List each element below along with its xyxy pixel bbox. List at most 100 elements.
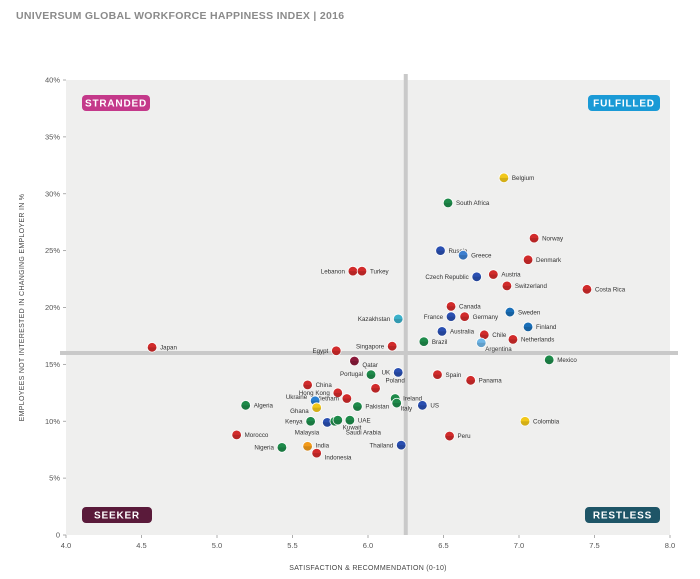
quadrant-dividers	[60, 74, 678, 535]
marker-panama	[465, 375, 476, 386]
data-points: Belgium South Africa Norway Russia Greece Den…	[146, 172, 626, 461]
marker-shade-morocco	[232, 434, 242, 440]
point-label-brazil: Brazil	[432, 339, 447, 346]
quadrant-label-restless: RESTLESS	[593, 511, 652, 522]
point-label-chile: Chile	[492, 332, 507, 339]
marker-shade-uae	[345, 420, 355, 425]
point-label-turkey: Turkey	[370, 268, 390, 275]
y-tick-label: 15%	[45, 360, 60, 369]
marker-shade-norway	[529, 238, 539, 243]
marker-kenya	[305, 416, 316, 427]
point-label-russia: Russia	[448, 248, 467, 255]
marker-shade-thailand	[396, 445, 406, 450]
point-colombia: Colombia	[519, 416, 560, 427]
point-label-qatar: Qatar	[362, 362, 377, 369]
marker-argentina	[476, 337, 487, 348]
point-canada: Canada	[445, 301, 481, 312]
y-tick-label: 20%	[45, 303, 60, 312]
point-italy: Italy	[391, 397, 413, 412]
marker-austria	[488, 269, 499, 280]
point-sweden: Sweden	[504, 306, 541, 318]
marker-shade-singapore	[387, 346, 397, 351]
point-label-ukraine: Ukraine	[286, 394, 308, 401]
point-peru: Peru	[444, 430, 471, 442]
marker-ghana	[311, 402, 322, 413]
marker-shade-finland	[523, 326, 533, 332]
point-label-australia: Australia	[450, 329, 475, 336]
point-netherlands: Netherlands	[507, 334, 554, 345]
marker-shade-uk	[393, 372, 403, 377]
marker-uk	[393, 367, 404, 378]
marker-shade-austria	[488, 274, 498, 280]
point-label-italy: Italy	[401, 405, 413, 412]
marker-shade-argentina	[476, 342, 486, 348]
marker-shade-china	[303, 384, 313, 390]
y-tick-label: 5%	[49, 474, 60, 483]
point-spain: Spain	[432, 369, 462, 380]
marker-uae	[344, 414, 356, 426]
x-tick-label: 7.0	[514, 541, 524, 550]
quadrant-badge-fulfilled	[588, 95, 660, 111]
point-qatar: Qatar	[349, 355, 378, 369]
point-label-belgium: Belgium	[512, 175, 534, 182]
quadrant-fulfilled: FULFILLED	[588, 95, 660, 111]
point-label-pakistan: Pakistan	[365, 404, 389, 411]
point-label-costa-rica: Costa Rica	[595, 287, 626, 294]
point-turkey: Turkey	[356, 265, 390, 277]
marker-netherlands	[507, 334, 519, 345]
point-label-france: France	[424, 314, 444, 321]
marker-shade-egypt	[331, 350, 341, 356]
point-label-china: China	[316, 382, 333, 389]
x-tick-label: 8.0	[665, 541, 675, 550]
marker-shade-pakistan	[352, 406, 363, 412]
quadrant-badge-restless	[585, 507, 660, 523]
marker-hong-kong	[332, 387, 344, 399]
marker-shade-kazakhstan	[393, 318, 403, 324]
marker-finland	[522, 321, 534, 333]
marker-france	[445, 311, 457, 322]
point-nigeria: Nigeria	[254, 442, 288, 453]
marker-shade-portugal	[366, 374, 376, 380]
point-label-panama: Panama	[479, 378, 503, 385]
point-label-lebanon: Lebanon	[321, 268, 346, 275]
marker-morocco	[231, 429, 242, 441]
point-hong-kong: Hong Kong	[299, 387, 344, 399]
marker-shade-ghana	[312, 407, 322, 413]
point-panama: Panama	[465, 375, 503, 386]
point-label-ireland: Ireland	[403, 396, 422, 403]
point-denmark: Denmark	[522, 254, 562, 265]
point-label-spain: Spain	[445, 372, 461, 379]
marker-nigeria	[276, 442, 288, 453]
marker-shade-greece	[458, 255, 468, 260]
point-label-saudi-arabia: Saudi Arabia	[346, 429, 382, 436]
point-label-singapore: Singapore	[356, 343, 385, 350]
y-axis-ticks: 0 5% 10% 15% 20% 25% 30% 35% 40%	[45, 76, 66, 540]
quadrant-label-fulfilled: FULFILLED	[593, 99, 655, 110]
point-label-thailand: Thailand	[369, 442, 393, 449]
point-pakistan: Pakistan	[352, 401, 390, 412]
point-portugal: Portugal	[340, 369, 377, 380]
point-label-uae: UAE	[358, 417, 371, 424]
marker-shade-turkey	[357, 271, 367, 276]
x-axis-label: SATISFACTION & RECOMMENDATION (0-10)	[289, 565, 447, 572]
marker-shade-japan	[147, 347, 157, 352]
point-costa-rica: Costa Rica	[581, 284, 626, 295]
marker-shade-denmark	[523, 259, 533, 265]
point-label-us: US	[430, 403, 439, 410]
marker-turkey	[356, 265, 368, 277]
marker-saudi-arabia	[332, 414, 344, 426]
chart-title: UNIVERSUM GLOBAL WORKFORCE HAPPINESS IND…	[16, 10, 345, 22]
marker-pakistan	[352, 401, 363, 412]
marker-italy	[391, 397, 402, 409]
y-tick-label: 25%	[45, 246, 60, 255]
quadrant-seeker: SEEKER	[82, 507, 152, 523]
point-label-japan: Japan	[160, 345, 177, 352]
point-label-mexico: Mexico	[557, 357, 577, 364]
marker-shade-indonesia	[312, 453, 322, 458]
marker-spain	[432, 369, 443, 380]
point-indonesia: Indonesia	[311, 447, 352, 461]
point-label-kuwait: Kuwait	[343, 424, 362, 431]
x-tick-label: 6.0	[363, 541, 373, 550]
point-label-czech-republic: Czech Republic	[425, 274, 468, 281]
point-label-kazakhstan: Kazakhstan	[358, 316, 391, 323]
